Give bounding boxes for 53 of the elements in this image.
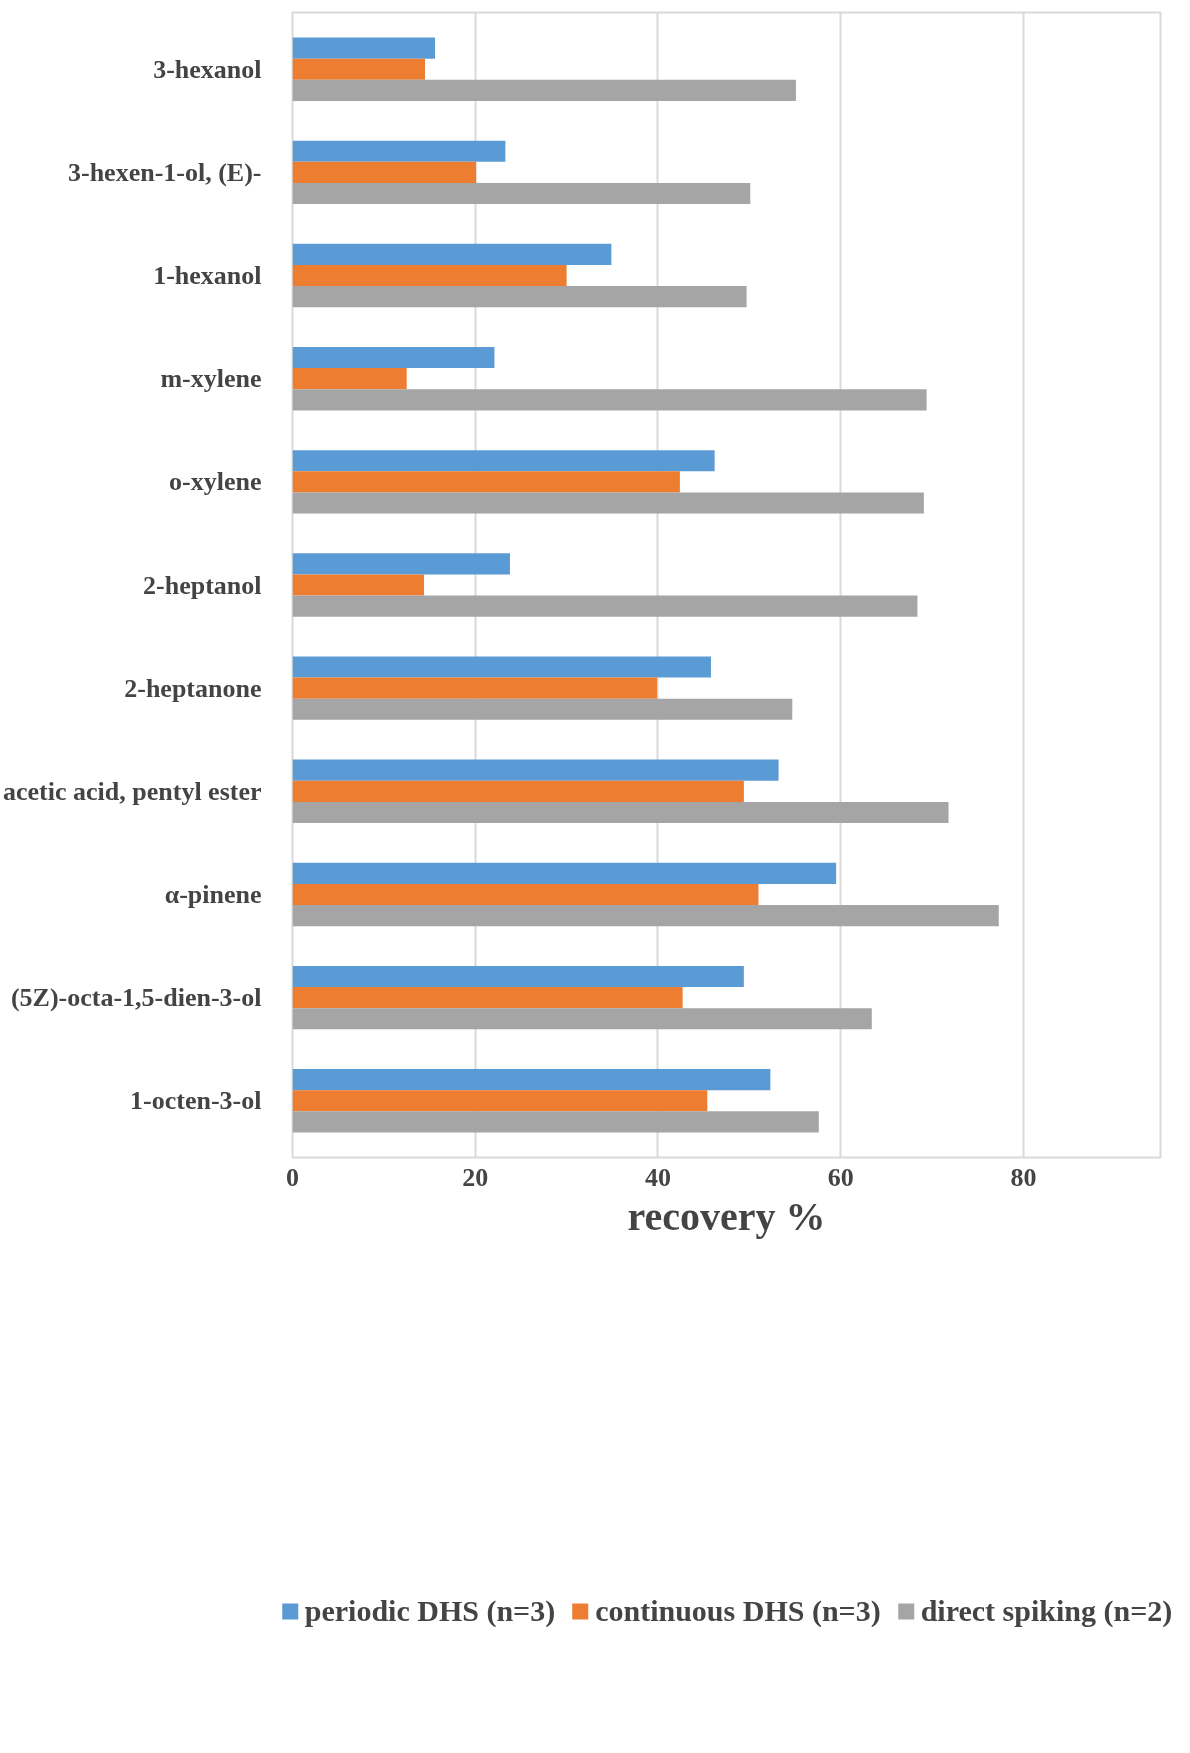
bar — [292, 574, 425, 596]
bar — [292, 450, 715, 472]
legend-label: periodic DHS (n=3) — [304, 1593, 556, 1628]
y-tick-label: 3-hexen-1-ol, (E)- — [67, 157, 262, 187]
bar — [292, 58, 425, 80]
bar — [292, 182, 751, 205]
bar — [292, 1008, 872, 1030]
legend-label: continuous DHS (n=3) — [595, 1593, 881, 1628]
y-tick-label: o-xylene — [169, 467, 262, 497]
bar — [292, 389, 927, 411]
y-tick-label: 2-heptanone — [124, 673, 262, 703]
bar — [292, 471, 680, 493]
y-tick-label: m-xylene — [160, 364, 262, 394]
bar — [292, 862, 837, 884]
x-tick-label: 0 — [286, 1162, 299, 1192]
y-tick-label: (5Z)-octa-1,5-dien-3-ol — [10, 983, 262, 1013]
legend-label: direct spiking (n=2) — [920, 1593, 1173, 1628]
x-axis-title: recovery % — [627, 1193, 826, 1239]
bar — [292, 801, 949, 824]
y-tick-label: 1-octen-3-ol — [130, 1086, 262, 1116]
bar — [292, 698, 793, 720]
bar — [292, 553, 510, 575]
bar — [292, 346, 495, 369]
bar — [292, 161, 477, 183]
bar — [292, 759, 779, 781]
x-tick-label: 80 — [1010, 1162, 1037, 1192]
x-tick-label: 40 — [644, 1162, 671, 1192]
y-tick-label: 3-hexanol — [153, 54, 262, 84]
y-tick-label: α-pinene — [164, 879, 262, 909]
bar — [292, 492, 924, 514]
y-tick-label: 2-heptanol — [143, 570, 262, 600]
bar — [292, 656, 711, 678]
bar — [292, 243, 612, 265]
x-tick-label: 60 — [827, 1162, 854, 1192]
bar — [292, 37, 436, 59]
bar — [292, 780, 744, 802]
bar — [292, 677, 658, 699]
bar — [292, 264, 567, 287]
bar — [292, 595, 918, 617]
bar — [292, 79, 796, 101]
bar — [292, 140, 506, 162]
bar — [292, 1069, 771, 1091]
bar — [292, 987, 683, 1009]
y-tick-label: 1-hexanol — [153, 261, 262, 291]
bar — [292, 286, 747, 308]
bar — [292, 1090, 708, 1112]
bar — [292, 1111, 819, 1133]
bar — [292, 368, 407, 390]
bar — [292, 965, 744, 988]
bar — [292, 905, 999, 927]
bar — [292, 883, 759, 906]
x-tick-label: 20 — [462, 1162, 489, 1192]
y-tick-label: acetic acid, pentyl ester — [3, 776, 262, 806]
